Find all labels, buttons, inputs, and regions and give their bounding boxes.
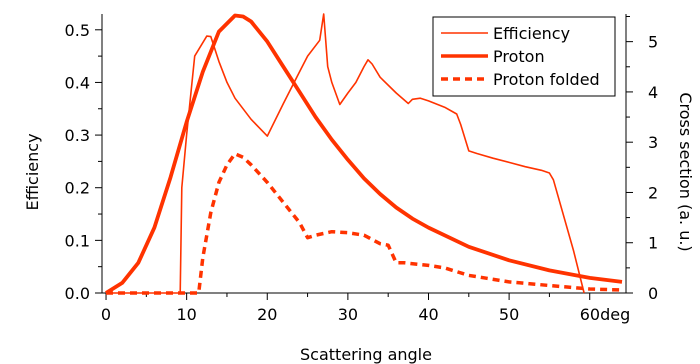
- y-right-tick-label: 5: [648, 33, 658, 52]
- x-tick-label: 60deg: [580, 305, 631, 324]
- y-left-tick-label: 0.5: [65, 21, 90, 40]
- legend-label-proton: Proton: [493, 47, 545, 66]
- legend: Efficiency Proton Proton folded: [432, 16, 616, 97]
- x-axis-label: Scattering angle: [300, 345, 432, 364]
- series-line-proton: [104, 13, 623, 295]
- y-left-tick-label: 0.2: [65, 179, 90, 198]
- x-tick-label: 10: [176, 305, 196, 324]
- x-tick-label: 50: [499, 305, 519, 324]
- axes: 0 10 20 30 40 50 60deg 0.0 0.1 0.2 0.3 0.4 0.5 0 1 2 3 4 5: [65, 14, 658, 324]
- y-right-tick-label: 1: [648, 234, 658, 253]
- y-left-tick-label: 0.4: [65, 73, 90, 92]
- x-tick-label: 40: [418, 305, 438, 324]
- y-axis-label-left: Efficiency: [23, 133, 42, 210]
- series-line-efficiency: [106, 13, 585, 294]
- y-left-tick-label: 0.3: [65, 126, 90, 145]
- y-right-tick-label: 4: [648, 83, 658, 102]
- y-left-tick-label: 0.1: [65, 231, 90, 250]
- y-axis-label-right: Cross section (a. u.): [676, 92, 695, 251]
- y-right-tick-label: 0: [648, 284, 658, 303]
- x-tick-label: 0: [101, 305, 111, 324]
- x-tick-label: 20: [257, 305, 277, 324]
- y-right-tick-label: 2: [648, 183, 658, 202]
- y-left-tick-label: 0.0: [65, 284, 90, 303]
- x-tick-label: 30: [338, 305, 358, 324]
- y-right-tick-label: 3: [648, 133, 658, 152]
- legend-label-proton-folded: Proton folded: [493, 70, 600, 89]
- legend-label-efficiency: Efficiency: [493, 24, 570, 43]
- series-layer: [104, 13, 623, 295]
